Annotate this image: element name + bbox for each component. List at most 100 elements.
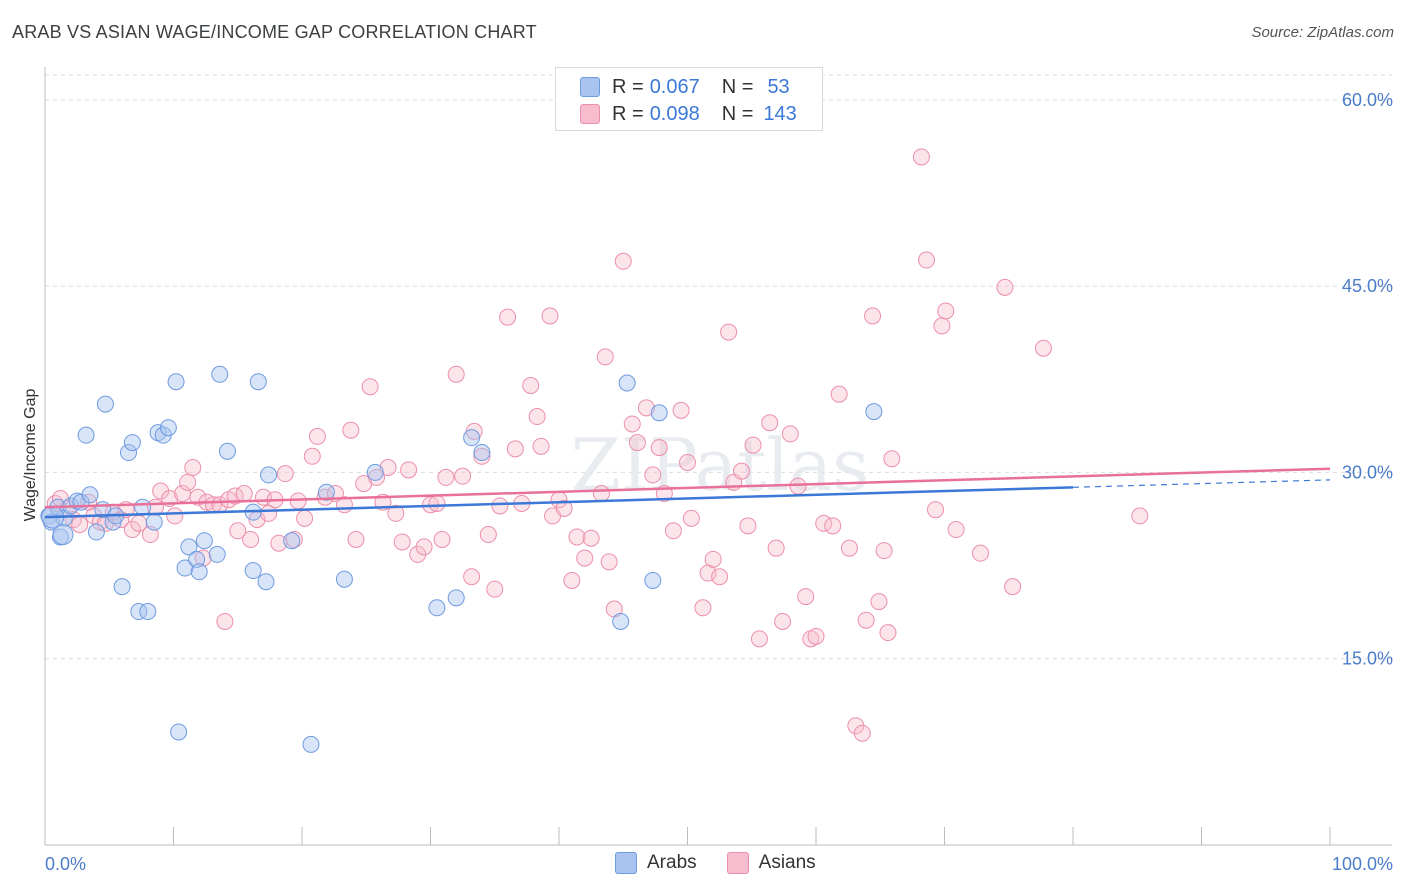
series-legend: Arabs Asians <box>615 852 846 874</box>
point-asians <box>393 533 411 551</box>
point-arabs <box>190 563 208 581</box>
point-asians <box>870 593 888 611</box>
point-asians <box>522 376 540 394</box>
point-asians <box>400 461 418 479</box>
point-arabs <box>145 513 163 531</box>
point-asians <box>750 630 768 648</box>
axes <box>44 67 1392 846</box>
point-asians <box>454 467 472 485</box>
point-asians <box>875 542 893 560</box>
point-asians <box>1131 507 1149 525</box>
point-asians <box>781 425 799 443</box>
point-asians <box>428 494 446 512</box>
point-asians <box>576 549 594 567</box>
point-asians <box>739 517 757 535</box>
legend-swatch-arabs <box>580 77 600 97</box>
legend-r-value: 0.067 <box>649 75 700 98</box>
point-asians <box>308 427 326 445</box>
point-asians <box>623 415 641 433</box>
point-asians <box>71 516 89 534</box>
series-arabs-points <box>40 365 883 753</box>
point-asians <box>387 504 405 522</box>
point-arabs <box>473 444 491 462</box>
point-arabs <box>180 538 198 556</box>
point-arabs <box>244 562 262 580</box>
point-asians <box>996 278 1014 296</box>
point-asians <box>732 462 750 480</box>
point-asians <box>179 473 197 491</box>
legend-label-arabs: Arabs <box>647 852 697 873</box>
legend-item-asians: Asians <box>726 852 816 874</box>
legend-swatch-asians <box>580 104 600 124</box>
point-arabs <box>283 532 301 550</box>
point-asians <box>853 724 871 742</box>
point-asians <box>650 439 668 457</box>
point-asians <box>194 549 212 567</box>
point-asians <box>166 507 184 525</box>
legend-r-label: R = <box>612 102 644 125</box>
point-asians <box>797 588 815 606</box>
point-asians <box>711 568 729 586</box>
point-asians <box>532 437 550 455</box>
point-asians <box>486 580 504 598</box>
point-asians <box>767 539 785 557</box>
source-credit: Source: ZipAtlas.com <box>1251 24 1394 41</box>
point-asians <box>499 308 517 326</box>
legend-label-asians: Asians <box>758 852 816 873</box>
x-tick-label: 100.0% <box>1332 854 1393 874</box>
point-arabs <box>77 426 95 444</box>
point-asians <box>883 450 901 468</box>
point-arabs <box>335 570 353 588</box>
legend-row-arabs: R = 0.067 N = 53 <box>580 75 790 99</box>
point-arabs <box>96 395 114 413</box>
point-asians <box>235 485 253 503</box>
point-asians <box>437 468 455 486</box>
point-asians <box>563 571 581 589</box>
series-asians-points <box>46 148 1149 742</box>
point-asians <box>555 499 573 517</box>
point-asians <box>864 307 882 325</box>
chart-title: ARAB VS ASIAN WAGE/INCOME GAP CORRELATIO… <box>12 22 537 42</box>
legend-n-label: N = <box>721 75 754 98</box>
point-asians <box>242 530 260 548</box>
point-arabs <box>447 589 465 607</box>
point-asians <box>600 553 618 571</box>
y-tick-label: 30.0% <box>1342 462 1393 482</box>
point-arabs <box>139 603 157 621</box>
point-asians <box>694 599 712 617</box>
point-arabs <box>113 578 131 596</box>
point-arabs <box>81 486 99 504</box>
point-arabs <box>130 603 148 621</box>
point-arabs <box>428 599 446 617</box>
point-asians <box>347 530 365 548</box>
point-asians <box>342 421 360 439</box>
point-asians <box>830 385 848 403</box>
legend-n-label: N = <box>721 102 754 125</box>
legend-row-asians: R = 0.098 N = 143 <box>580 102 797 126</box>
point-asians <box>506 440 524 458</box>
point-asians <box>879 624 897 642</box>
trend-line-asians <box>44 467 1331 509</box>
point-arabs <box>463 429 481 447</box>
point-asians <box>473 447 491 465</box>
x-tick-label: 0.0% <box>45 854 86 874</box>
point-asians <box>971 544 989 562</box>
point-arabs <box>612 612 630 630</box>
point-asians <box>704 550 722 568</box>
point-arabs <box>167 373 185 391</box>
y-tick-label: 15.0% <box>1342 649 1393 669</box>
point-asians <box>679 453 696 471</box>
point-asians <box>628 434 646 452</box>
y-tick-label: 45.0% <box>1342 276 1393 296</box>
point-asians <box>918 251 936 269</box>
point-arabs <box>134 498 152 516</box>
point-arabs <box>644 571 662 589</box>
point-arabs <box>260 466 278 484</box>
point-asians <box>1004 578 1022 596</box>
point-asians <box>582 529 600 547</box>
correlation-legend: R = 0.067 N = 53 R = 0.098 N = 143 <box>555 67 823 131</box>
tick-labels: 15.0% 30.0% 45.0% 60.0% 0.0% 100.0% <box>45 90 1393 874</box>
point-arabs <box>120 444 138 462</box>
point-asians <box>912 148 930 166</box>
point-arabs <box>188 550 206 568</box>
